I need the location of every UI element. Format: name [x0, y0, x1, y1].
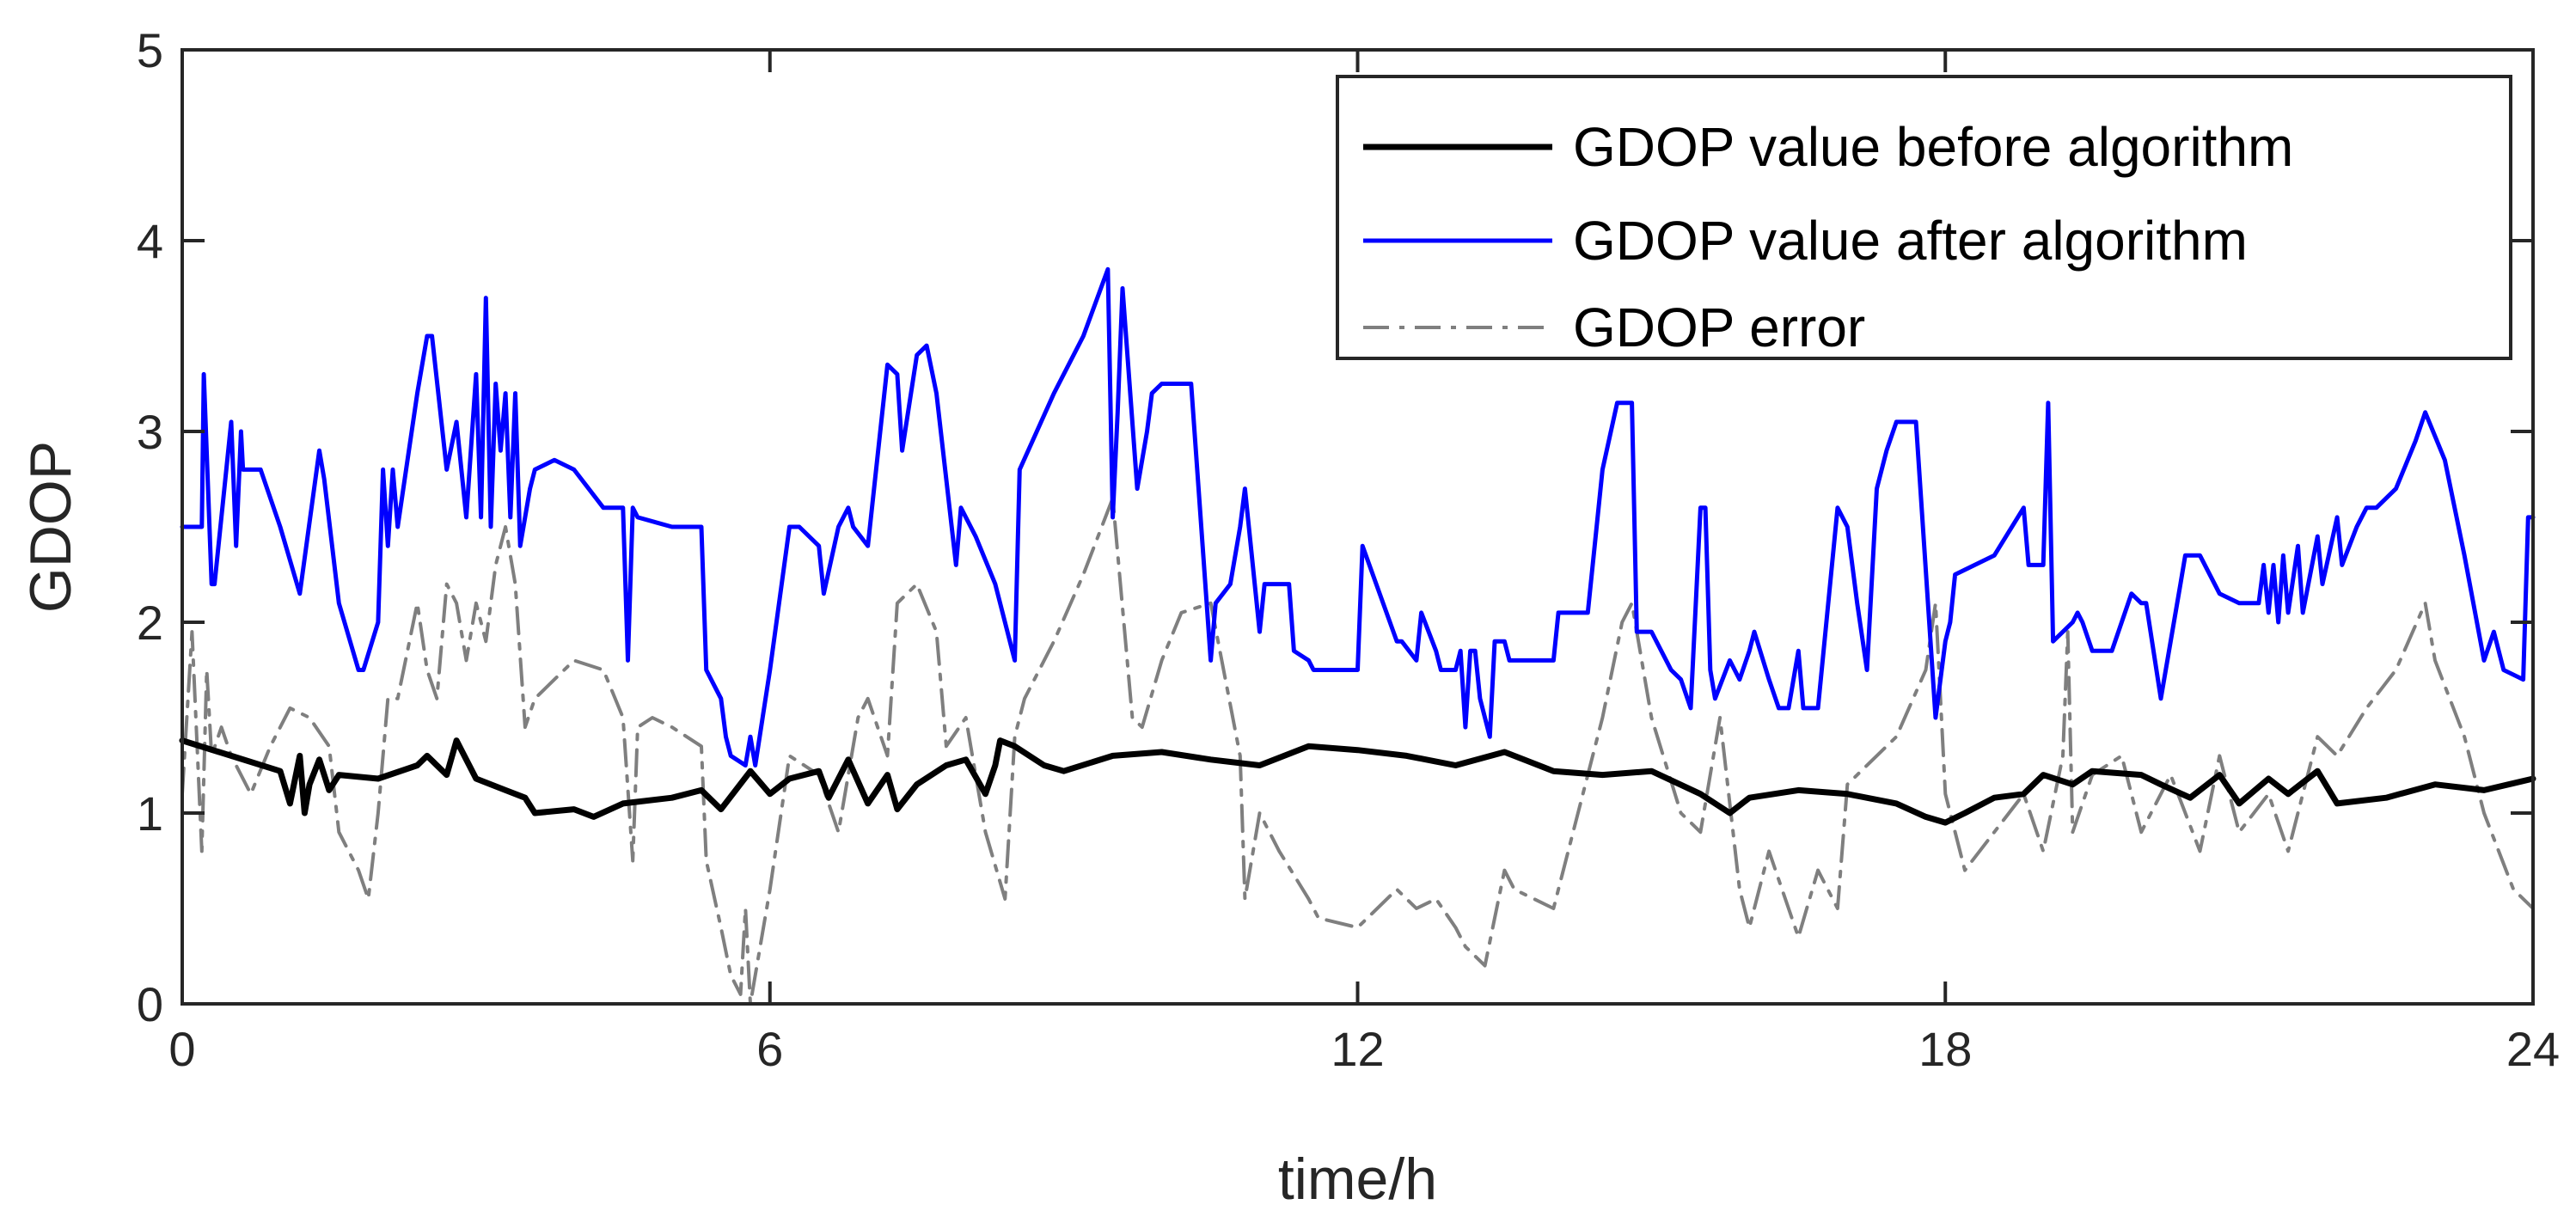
y-tick-label: 1	[137, 786, 163, 841]
legend-label-1: GDOP value before algorithm	[1573, 116, 2293, 178]
y-axis-ticks: 0 1 2 3 4 5	[137, 23, 2533, 1031]
legend-box	[1336, 75, 2512, 360]
y-tick-label: 3	[137, 405, 163, 459]
y-tick-label: 0	[137, 977, 163, 1031]
x-tick-label: 12	[1331, 1022, 1384, 1076]
legend-label-2: GDOP value after algorithm	[1573, 210, 2248, 272]
series-line-3	[181, 496, 2535, 1006]
legend-label-3: GDOP error	[1573, 297, 1865, 358]
x-tick-label: 6	[756, 1022, 783, 1076]
x-tick-label: 0	[168, 1022, 195, 1076]
y-tick-label: 4	[137, 214, 163, 268]
series-line-2	[180, 266, 2536, 768]
y-axis-title: GDOP	[18, 441, 83, 613]
x-tick-label: 18	[1918, 1022, 1972, 1076]
legend: GDOP value before algorithm GDOP value af…	[1336, 75, 2512, 360]
y-tick-label: 2	[137, 596, 163, 650]
series-group	[179, 266, 2536, 1006]
series-line-1	[179, 737, 2536, 826]
x-axis-title: time/h	[1278, 1147, 1437, 1212]
y-tick-label: 5	[137, 23, 163, 77]
x-tick-label: 24	[2506, 1022, 2560, 1076]
x-axis-ticks: 0 6 12 18 24	[168, 50, 2560, 1076]
